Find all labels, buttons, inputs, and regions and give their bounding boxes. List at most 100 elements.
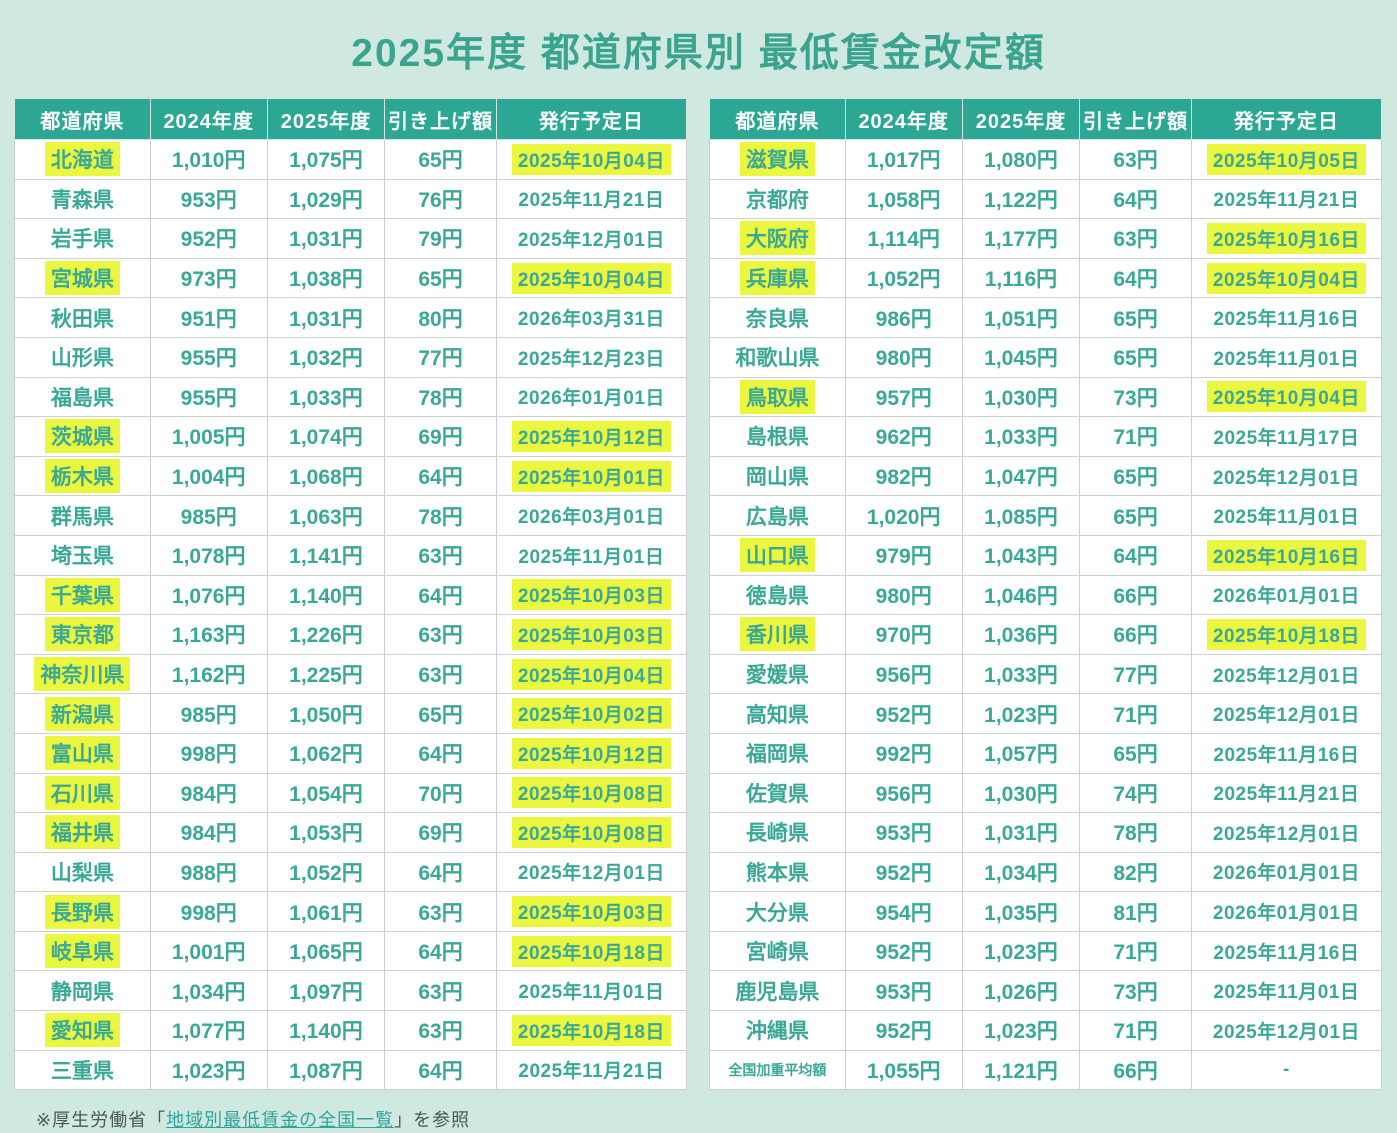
wage-2025-cell: 1,122円	[961, 178, 1081, 220]
highlight-mark: 栃木県	[44, 459, 120, 494]
prefecture-cell: 埼玉県	[14, 534, 151, 576]
wage-2024-cell: 1,058円	[844, 178, 963, 220]
table-row: 長崎県 953円 1,031円 78円 2025年12月01日	[709, 812, 1383, 853]
prefecture-cell: 青森県	[14, 178, 151, 220]
highlight-mark: 神奈川県	[34, 657, 131, 692]
table-row: 大分県 954円 1,035円 81円 2026年01月01日	[709, 891, 1383, 932]
wage-2025-cell: 1,121円	[961, 1049, 1081, 1091]
wage-table-left: 都道府県 2024年度 2025年度 引き上げ額 発行予定日 北海道 1,010円…	[14, 98, 688, 1091]
table-row: 秋田県 951円 1,031円 80円 2026年03月31日	[14, 297, 688, 338]
wage-2024-cell: 998円	[149, 891, 268, 932]
prefecture-cell: 広島県	[709, 495, 846, 536]
table-row: 北海道 1,010円 1,075円 65円 2025年10月04日	[14, 139, 688, 180]
wage-2025-cell: 1,062円	[266, 732, 386, 774]
highlight-mark: 2025年10月04日	[1206, 262, 1366, 294]
wage-2024-cell: 1,114円	[844, 218, 963, 259]
highlight-mark: 2025年10月02日	[511, 698, 671, 730]
prefecture-cell: 宮城県	[14, 257, 151, 299]
raise-cell: 76円	[384, 178, 497, 220]
raise-cell: 65円	[1079, 336, 1192, 378]
table-row: 奈良県 986円 1,051円 65円 2025年11月16日	[709, 297, 1383, 338]
raise-cell: 81円	[1079, 891, 1192, 932]
wage-2025-cell: 1,087円	[266, 1049, 386, 1091]
table-row: 島根県 962円 1,033円 71円 2025年11月17日	[709, 416, 1383, 457]
wage-2024-cell: 1,004円	[149, 455, 268, 497]
highlight-mark: 茨城県	[44, 419, 120, 454]
raise-cell: 71円	[1079, 1010, 1192, 1051]
table-row: 香川県 970円 1,036円 66円 2025年10月18日	[709, 614, 1383, 655]
prefecture-cell: 大分県	[709, 891, 846, 932]
raise-cell: 77円	[384, 336, 497, 378]
header-date: 発行予定日	[1190, 98, 1383, 140]
prefecture-cell: 熊本県	[709, 851, 846, 893]
wage-2024-cell: 1,023円	[149, 1049, 268, 1091]
footnote-link[interactable]: 地域別最低賃金の全国一覧	[166, 1110, 395, 1131]
highlight-mark: 2025年10月04日	[511, 143, 671, 175]
wage-2024-cell: 1,055円	[844, 1049, 963, 1091]
prefecture-cell: 福岡県	[709, 732, 846, 774]
table-header-row: 都道府県 2024年度 2025年度 引き上げ額 発行予定日	[709, 98, 1383, 140]
prefecture-cell: 京都府	[709, 178, 846, 220]
prefecture-cell: 奈良県	[709, 297, 846, 338]
raise-cell: 63円	[1079, 218, 1192, 259]
date-cell: 2025年10月03日	[495, 574, 688, 616]
wage-2025-cell: 1,038円	[266, 257, 386, 299]
wage-2025-cell: 1,061円	[266, 891, 386, 932]
date-cell: 2026年03月31日	[495, 297, 688, 338]
prefecture-cell: 長崎県	[709, 812, 846, 853]
prefecture-cell: 千葉県	[14, 574, 151, 616]
raise-cell: 71円	[1079, 930, 1192, 972]
footnote-suffix: 」を参照	[394, 1110, 471, 1131]
highlight-mark: 兵庫県	[739, 261, 815, 296]
table-row: 東京都 1,163円 1,226円 63円 2025年10月03日	[14, 614, 688, 655]
date-cell: 2026年01月01日	[1190, 574, 1383, 616]
date-cell: 2025年11月01日	[1190, 495, 1383, 536]
prefecture-cell: 三重県	[14, 1049, 151, 1091]
raise-cell: 66円	[1079, 574, 1192, 616]
wage-2025-cell: 1,053円	[266, 812, 386, 853]
raise-cell: 74円	[1079, 772, 1192, 814]
prefecture-cell: 滋賀県	[709, 139, 846, 180]
date-cell: 2025年10月02日	[495, 693, 688, 734]
prefecture-cell: 群馬県	[14, 495, 151, 536]
table-row: 徳島県 980円 1,046円 66円 2026年01月01日	[709, 574, 1383, 616]
wage-2025-cell: 1,141円	[266, 534, 386, 576]
table-row: 和歌山県 980円 1,045円 65円 2025年11月01日	[709, 336, 1383, 378]
footnote: ※厚生労働省「地域別最低賃金の全国一覧」を参照	[36, 1106, 1397, 1132]
date-cell: 2025年10月04日	[495, 653, 688, 695]
table-row: 青森県 953円 1,029円 76円 2025年11月21日	[14, 178, 688, 220]
wage-2024-cell: 951円	[149, 297, 268, 338]
date-cell: 2025年10月04日	[1190, 257, 1383, 299]
date-cell: 2025年12月01日	[495, 851, 688, 893]
wage-2024-cell: 952円	[149, 218, 268, 259]
highlight-mark: 福井県	[44, 815, 120, 850]
raise-cell: 64円	[1079, 534, 1192, 576]
date-cell: 2025年12月01日	[1190, 693, 1383, 734]
prefecture-cell: 福井県	[14, 812, 151, 853]
wage-2025-cell: 1,031円	[266, 218, 386, 259]
date-cell: 2025年10月08日	[495, 812, 688, 853]
raise-cell: 63円	[384, 1010, 497, 1051]
prefecture-cell: 愛媛県	[709, 653, 846, 695]
raise-cell: 71円	[1079, 416, 1192, 457]
prefecture-cell: 和歌山県	[709, 336, 846, 378]
raise-cell: 64円	[384, 851, 497, 893]
wage-2025-cell: 1,177円	[961, 218, 1081, 259]
date-cell: 2025年10月18日	[495, 930, 688, 972]
highlight-mark: 宮城県	[44, 261, 120, 296]
page-title: 2025年度 都道府県別 最低賃金改定額	[351, 32, 1046, 75]
highlight-mark: 2025年10月08日	[511, 816, 671, 848]
raise-cell: 71円	[1079, 693, 1192, 734]
wage-2024-cell: 1,001円	[149, 930, 268, 972]
raise-cell: 66円	[1079, 1049, 1192, 1091]
date-cell: 2025年10月01日	[495, 455, 688, 497]
wage-2025-cell: 1,080円	[961, 139, 1081, 180]
date-cell: 2025年12月01日	[495, 218, 688, 259]
raise-cell: 63円	[384, 970, 497, 1012]
raise-cell: 80円	[384, 297, 497, 338]
wage-2025-cell: 1,116円	[961, 257, 1081, 299]
raise-cell: 64円	[384, 930, 497, 972]
wage-2025-cell: 1,063円	[266, 495, 386, 536]
prefecture-cell: 全国加重平均額	[709, 1049, 846, 1091]
